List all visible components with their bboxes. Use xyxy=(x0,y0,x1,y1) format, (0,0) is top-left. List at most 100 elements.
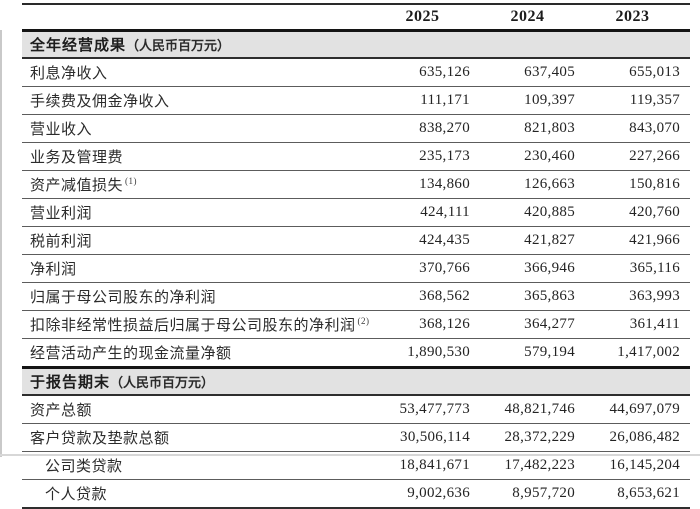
section-unit: （人民币百万元） xyxy=(126,38,231,53)
value-cell-2024: 48,821,746 xyxy=(480,395,585,424)
row-label-text: 经营活动产生的现金流量净额 xyxy=(30,346,232,362)
value-cell-2023: 420,760 xyxy=(585,198,690,227)
row-label: 扣除非经常性损益后归属于母公司股东的净利润 (2) xyxy=(22,310,375,339)
value-cell-2023: 365,116 xyxy=(585,254,690,283)
table-row-net-interest-income: 利息净收入 635,126 637,405 655,013 xyxy=(22,58,690,87)
value-cell-2025: 368,562 xyxy=(375,282,480,311)
value-cell-2024: 821,803 xyxy=(480,114,585,143)
row-label: 经营活动产生的现金流量净额 xyxy=(22,338,375,368)
value-cell-2023: 655,013 xyxy=(585,58,690,87)
value-cell-2024: 17,482,223 xyxy=(480,451,585,480)
section-header-period-end: 于报告期末（人民币百万元） xyxy=(22,366,690,396)
table-row-net-profit: 净利润 370,766 366,946 365,116 xyxy=(22,254,690,283)
row-label: 个人贷款 xyxy=(22,479,375,509)
row-label-text: 业务及管理费 xyxy=(30,150,124,166)
value-cell-2025: 368,126 xyxy=(375,310,480,339)
row-label-text: 公司类贷款 xyxy=(45,459,123,475)
section-unit: （人民币百万元） xyxy=(110,375,215,390)
row-label: 公司类贷款 xyxy=(22,451,375,480)
table-row-operating-income: 营业收入 838,270 821,803 843,070 xyxy=(22,114,690,143)
year-header-row: 2025 2024 2023 xyxy=(22,3,690,32)
year-column-2025: 2025 xyxy=(375,3,480,32)
row-label: 税前利润 xyxy=(22,226,375,255)
table-row-fee-commission-income: 手续费及佣金净收入 111,171 109,397 119,357 xyxy=(22,86,690,115)
footnote-marker-1: (1) xyxy=(125,176,138,186)
value-cell-2023: 363,993 xyxy=(585,282,690,311)
financial-summary-table: 2025 2024 2023 全年经营成果（人民币百万元） 利息净收入 635,… xyxy=(22,3,690,509)
value-cell-2024: 109,397 xyxy=(480,86,585,115)
section-title: 全年经营成果 xyxy=(30,38,127,54)
row-label: 营业收入 xyxy=(22,114,375,143)
value-cell-2025: 424,111 xyxy=(375,198,480,227)
row-label: 业务及管理费 xyxy=(22,142,375,171)
value-cell-2025: 18,841,671 xyxy=(375,451,480,480)
value-cell-2025: 424,435 xyxy=(375,226,480,255)
value-cell-2023: 1,417,002 xyxy=(585,338,690,368)
row-label: 手续费及佣金净收入 xyxy=(22,86,375,115)
table-row-total-loans-and-advances: 客户贷款及垫款总额 30,506,114 28,372,229 26,086,4… xyxy=(22,423,690,452)
value-cell-2025: 235,173 xyxy=(375,142,480,171)
value-cell-2025: 134,860 xyxy=(375,170,480,199)
row-label: 资产总额 xyxy=(22,395,375,424)
row-label-text: 营业利润 xyxy=(30,206,93,222)
value-cell-2024: 365,863 xyxy=(480,282,585,311)
table-row-personal-loans: 个人贷款 9,002,636 8,957,720 8,653,621 xyxy=(22,479,690,509)
value-cell-2024: 230,460 xyxy=(480,142,585,171)
table-row-profit-before-tax: 税前利润 424,435 421,827 421,966 xyxy=(22,226,690,255)
value-cell-2023: 843,070 xyxy=(585,114,690,143)
row-label-text: 净利润 xyxy=(30,262,77,278)
year-column-2024: 2024 xyxy=(480,3,585,32)
scan-left-edge-artifact xyxy=(0,30,2,457)
value-cell-2023: 16,145,204 xyxy=(585,451,690,480)
value-cell-2024: 421,827 xyxy=(480,226,585,255)
value-cell-2025: 635,126 xyxy=(375,58,480,87)
footnote-marker-2: (2) xyxy=(357,316,370,326)
value-cell-2024: 637,405 xyxy=(480,58,585,87)
value-cell-2023: 150,816 xyxy=(585,170,690,199)
row-label: 归属于母公司股东的净利润 xyxy=(22,282,375,311)
label-column-header xyxy=(22,3,375,32)
value-cell-2024: 420,885 xyxy=(480,198,585,227)
section-header-cell: 于报告期末（人民币百万元） xyxy=(22,366,690,396)
row-label: 利息净收入 xyxy=(22,58,375,87)
row-label-text: 资产减值损失 xyxy=(30,178,124,194)
table-row-total-assets: 资产总额 53,477,773 48,821,746 44,697,079 xyxy=(22,395,690,424)
table-row-operating-profit: 营业利润 424,111 420,885 420,760 xyxy=(22,198,690,227)
row-label-text: 客户贷款及垫款总额 xyxy=(30,431,170,447)
value-cell-2025: 30,506,114 xyxy=(375,423,480,452)
document-page: 2025 2024 2023 全年经营成果（人民币百万元） 利息净收入 635,… xyxy=(22,3,690,509)
value-cell-2024: 8,957,720 xyxy=(480,479,585,509)
table-row-net-profit-excl-nonrecurring: 扣除非经常性损益后归属于母公司股东的净利润 (2) 368,126 364,277… xyxy=(22,310,690,339)
value-cell-2025: 9,002,636 xyxy=(375,479,480,509)
value-cell-2024: 364,277 xyxy=(480,310,585,339)
row-label-text: 资产总额 xyxy=(30,403,93,419)
value-cell-2025: 370,766 xyxy=(375,254,480,283)
value-cell-2023: 361,411 xyxy=(585,310,690,339)
row-label-text: 手续费及佣金净收入 xyxy=(30,94,170,110)
year-column-2023: 2023 xyxy=(585,3,690,32)
table-row-corporate-loans: 公司类贷款 18,841,671 17,482,223 16,145,204 xyxy=(22,451,690,480)
section-header-annual-results: 全年经营成果（人民币百万元） xyxy=(22,30,690,59)
table-row-net-profit-attributable-to-parent: 归属于母公司股东的净利润 368,562 365,863 363,993 xyxy=(22,282,690,311)
value-cell-2024: 366,946 xyxy=(480,254,585,283)
row-label: 营业利润 xyxy=(22,198,375,227)
value-cell-2024: 28,372,229 xyxy=(480,423,585,452)
row-label-text: 归属于母公司股东的净利润 xyxy=(30,290,217,306)
value-cell-2025: 53,477,773 xyxy=(375,395,480,424)
row-label-text: 扣除非经常性损益后归属于母公司股东的净利润 xyxy=(30,318,356,334)
value-cell-2025: 111,171 xyxy=(375,86,480,115)
row-label-text: 个人贷款 xyxy=(45,487,108,503)
value-cell-2024: 579,194 xyxy=(480,338,585,368)
value-cell-2023: 421,966 xyxy=(585,226,690,255)
row-label-text: 营业收入 xyxy=(30,122,93,138)
row-label-text: 利息净收入 xyxy=(30,66,108,82)
value-cell-2023: 44,697,079 xyxy=(585,395,690,424)
row-label: 资产减值损失 (1) xyxy=(22,170,375,199)
value-cell-2025: 838,270 xyxy=(375,114,480,143)
value-cell-2023: 26,086,482 xyxy=(585,423,690,452)
value-cell-2024: 126,663 xyxy=(480,170,585,199)
row-label-text: 税前利润 xyxy=(30,234,93,250)
value-cell-2023: 227,266 xyxy=(585,142,690,171)
value-cell-2023: 8,653,621 xyxy=(585,479,690,509)
table-row-net-operating-cash-flow: 经营活动产生的现金流量净额 1,890,530 579,194 1,417,00… xyxy=(22,338,690,368)
